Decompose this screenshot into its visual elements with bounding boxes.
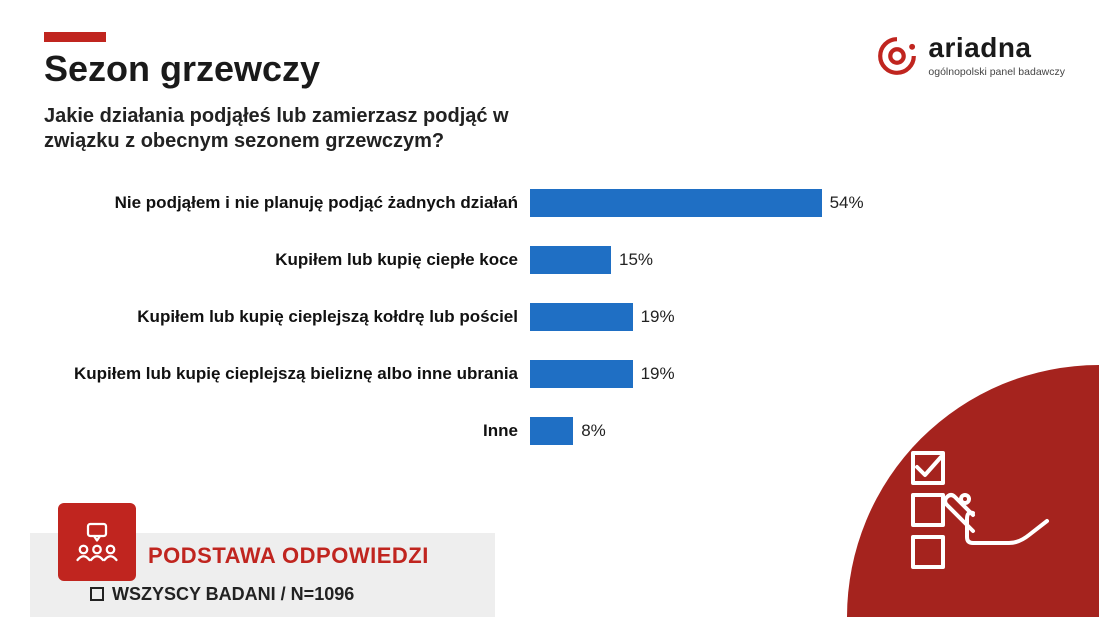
chart-row-label: Kupiłem lub kupię cieplejszą kołdrę lub … (44, 307, 530, 327)
chart-row: Kupiłem lub kupię ciepłe koce 15% (44, 245, 964, 275)
chart-bar (530, 246, 611, 274)
title-accent-bar (44, 32, 106, 42)
bar-chart: Nie podjąłem i nie planuję podjąć żadnyc… (44, 188, 964, 473)
chart-bar (530, 303, 633, 331)
chart-bar-area: 19% (530, 302, 964, 332)
chart-bar-area: 8% (530, 416, 964, 446)
chart-bar-value: 19% (641, 307, 675, 327)
chart-bar (530, 360, 633, 388)
people-chat-icon (73, 518, 121, 566)
chart-row: Inne 8% (44, 416, 964, 446)
footer-note: WSZYSCY BADANI / N=1096 (90, 584, 354, 605)
title-block: Sezon grzewczy (44, 32, 320, 90)
chart-bar (530, 417, 573, 445)
chart-bar-value: 54% (830, 193, 864, 213)
brand-logo: ariadna ogólnopolski panel badawczy (876, 34, 1065, 78)
chart-row: Nie podjąłem i nie planuję podjąć żadnyc… (44, 188, 964, 218)
brand-name: ariadna (928, 34, 1065, 62)
checklist-hand-icon (903, 443, 1053, 593)
chart-row-label: Kupiłem lub kupię ciepłe koce (44, 250, 530, 270)
chart-bar-area: 19% (530, 359, 964, 389)
brand-logo-text: ariadna ogólnopolski panel badawczy (928, 34, 1065, 78)
page-title: Sezon grzewczy (44, 48, 320, 90)
footer-icon (58, 503, 136, 581)
checkbox-icon (90, 587, 104, 601)
footer-note-text: WSZYSCY BADANI / N=1096 (112, 584, 354, 604)
chart-bar-area: 54% (530, 188, 964, 218)
chart-bar-area: 15% (530, 245, 964, 275)
brand-logo-icon (876, 35, 918, 77)
chart-bar-value: 19% (641, 364, 675, 384)
survey-question: Jakie działania podjąłeś lub zamierzasz … (44, 104, 564, 154)
chart-bar-value: 15% (619, 250, 653, 270)
brand-tagline: ogólnopolski panel badawczy (928, 66, 1065, 78)
chart-row: Kupiłem lub kupię cieplejszą kołdrę lub … (44, 302, 964, 332)
chart-bar-value: 8% (581, 421, 606, 441)
chart-bar (530, 189, 822, 217)
chart-row: Kupiłem lub kupię cieplejszą bieliznę al… (44, 359, 964, 389)
page: ariadna ogólnopolski panel badawczy Sezo… (0, 0, 1099, 617)
footer-title: PODSTAWA ODPOWIEDZI (148, 543, 429, 569)
chart-row-label: Inne (44, 421, 530, 441)
chart-row-label: Kupiłem lub kupię cieplejszą bieliznę al… (44, 364, 530, 384)
chart-row-label: Nie podjąłem i nie planuję podjąć żadnyc… (44, 193, 530, 213)
